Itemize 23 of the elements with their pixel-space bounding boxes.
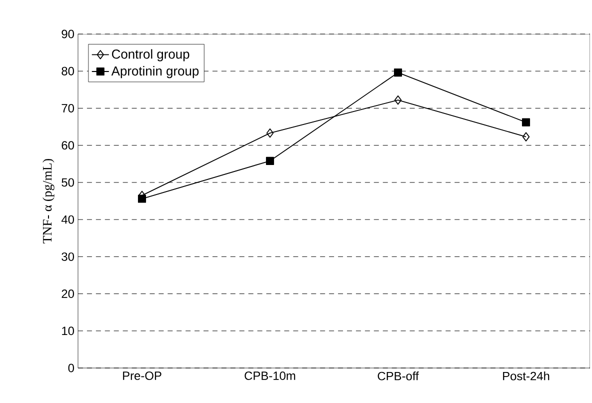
legend-label: Control group bbox=[112, 49, 190, 62]
y-tick-label: 20 bbox=[62, 290, 74, 298]
point bbox=[522, 132, 530, 142]
y-tick-label: 90 bbox=[62, 30, 74, 38]
point bbox=[394, 68, 402, 77]
y-tick-label: 70 bbox=[62, 104, 74, 112]
x-tick-label: Pre-OP bbox=[123, 372, 162, 380]
point bbox=[266, 156, 274, 165]
x-tick-label: CPB-10m bbox=[244, 372, 296, 380]
y-tick-label: 30 bbox=[62, 252, 74, 261]
point bbox=[394, 95, 402, 105]
point bbox=[522, 118, 530, 126]
legend-label: Aprotinin group bbox=[111, 66, 199, 78]
point bbox=[266, 128, 274, 138]
y-tick-label: 80 bbox=[62, 66, 74, 76]
x-tick-label: CPB-off bbox=[378, 372, 419, 380]
y-tick-label: 60 bbox=[62, 141, 74, 150]
y-tick-label: 0 bbox=[68, 364, 74, 372]
y-tick-label: 50 bbox=[62, 178, 74, 187]
y-tick-label: 10 bbox=[62, 326, 74, 336]
x-tick-label: Post-24h bbox=[503, 372, 550, 380]
y-tick-label: 40 bbox=[61, 215, 74, 224]
y-axis-title: TNF- α (pg/mL) bbox=[42, 158, 54, 244]
